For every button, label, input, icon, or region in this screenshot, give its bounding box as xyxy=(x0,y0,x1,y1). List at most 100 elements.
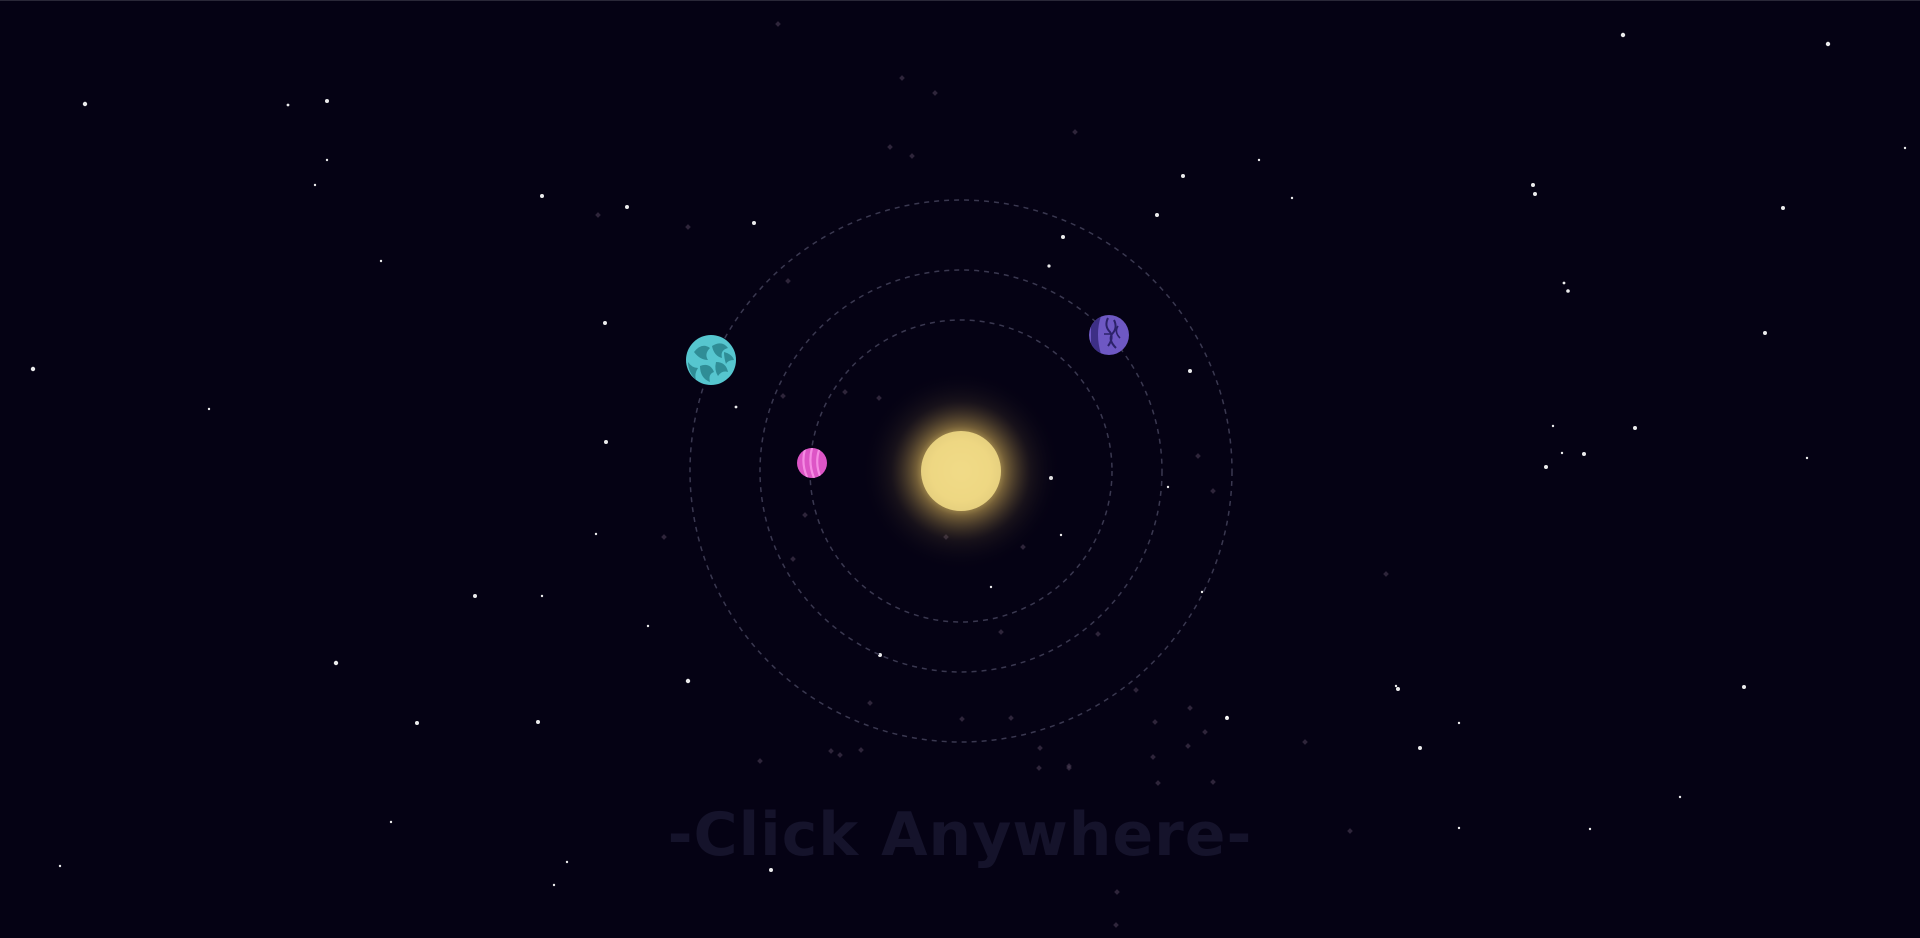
star xyxy=(1155,213,1159,217)
star xyxy=(1588,827,1592,831)
dust-particle xyxy=(685,224,691,230)
star xyxy=(1166,485,1170,489)
dust-particle xyxy=(909,153,915,159)
star xyxy=(82,101,88,107)
dust-particle xyxy=(757,758,763,764)
pink-planet-icon[interactable] xyxy=(797,448,827,478)
star xyxy=(1290,196,1294,200)
dust-particle xyxy=(1113,922,1119,928)
star xyxy=(389,820,393,824)
star xyxy=(604,440,608,444)
dust-particle xyxy=(887,144,893,150)
dust-particle xyxy=(1210,488,1216,494)
star xyxy=(325,158,329,162)
orbit-middle xyxy=(759,269,1163,673)
dust-particle xyxy=(1114,889,1120,895)
star xyxy=(1200,590,1204,594)
dust-particle xyxy=(828,748,834,754)
star xyxy=(333,660,339,666)
star xyxy=(1457,721,1461,725)
orbit-outer xyxy=(689,199,1233,743)
dust-particle xyxy=(1095,631,1101,637)
dust-particle xyxy=(998,629,1004,635)
star xyxy=(625,205,629,209)
dust-particle xyxy=(1202,729,1208,735)
star xyxy=(415,721,419,725)
star xyxy=(325,99,329,103)
dust-particle xyxy=(1383,571,1389,577)
star xyxy=(1257,158,1261,162)
dust-particle xyxy=(1185,743,1191,749)
star xyxy=(752,221,756,225)
star xyxy=(1059,533,1063,537)
dust-particle xyxy=(858,747,864,753)
dust-particle xyxy=(1187,705,1193,711)
star xyxy=(1903,146,1907,150)
dust-particle xyxy=(1150,754,1156,760)
star xyxy=(646,624,650,628)
star xyxy=(1531,183,1535,187)
star xyxy=(1394,684,1398,688)
star xyxy=(1620,32,1626,38)
star xyxy=(58,864,62,868)
star xyxy=(1533,192,1537,196)
star xyxy=(1560,451,1564,455)
dust-particle xyxy=(1066,763,1072,769)
dust-particle xyxy=(595,212,601,218)
star xyxy=(1396,687,1400,691)
star xyxy=(286,103,290,107)
star xyxy=(540,194,544,198)
star xyxy=(313,183,317,187)
dust-particle xyxy=(802,512,808,518)
star xyxy=(1825,41,1831,47)
star xyxy=(1551,424,1555,428)
dust-particle xyxy=(1347,828,1353,834)
dust-particle xyxy=(876,395,882,401)
dust-particle xyxy=(837,752,843,758)
star xyxy=(1418,746,1422,750)
star xyxy=(594,532,598,536)
top-border xyxy=(0,0,1920,1)
star xyxy=(1188,369,1192,373)
star xyxy=(989,585,993,589)
dust-particle xyxy=(775,21,781,27)
star xyxy=(1763,331,1767,335)
dust-particle xyxy=(1133,687,1139,693)
star xyxy=(1544,465,1548,469)
dust-particle xyxy=(1302,739,1308,745)
dust-particle xyxy=(1152,719,1158,725)
star xyxy=(1633,426,1637,430)
star xyxy=(1742,685,1746,689)
dust-particle xyxy=(899,75,905,81)
dust-particle xyxy=(1195,453,1201,459)
star xyxy=(1047,264,1051,268)
star xyxy=(536,720,540,724)
star xyxy=(30,366,36,372)
dust-particle xyxy=(842,389,848,395)
dust-particle xyxy=(780,393,786,399)
purple-planet-icon[interactable] xyxy=(1089,315,1129,355)
star xyxy=(379,259,383,263)
dust-particle xyxy=(1072,129,1078,135)
dust-particle xyxy=(1037,745,1043,751)
click-anywhere-hint: -Click Anywhere- xyxy=(667,800,1253,870)
star xyxy=(1562,281,1566,285)
teal-planet-icon[interactable] xyxy=(686,335,736,385)
dust-particle xyxy=(785,278,791,284)
dust-particle xyxy=(790,556,796,562)
star xyxy=(1181,174,1185,178)
star xyxy=(1061,235,1065,239)
star xyxy=(769,868,773,872)
dust-particle xyxy=(959,716,965,722)
dust-particle xyxy=(867,700,873,706)
star xyxy=(1678,795,1682,799)
star xyxy=(685,678,691,684)
star xyxy=(603,321,607,325)
sun-icon xyxy=(921,431,1001,511)
dust-particle xyxy=(1155,780,1161,786)
star xyxy=(552,883,556,887)
dust-particle xyxy=(661,534,667,540)
star xyxy=(1582,452,1586,456)
